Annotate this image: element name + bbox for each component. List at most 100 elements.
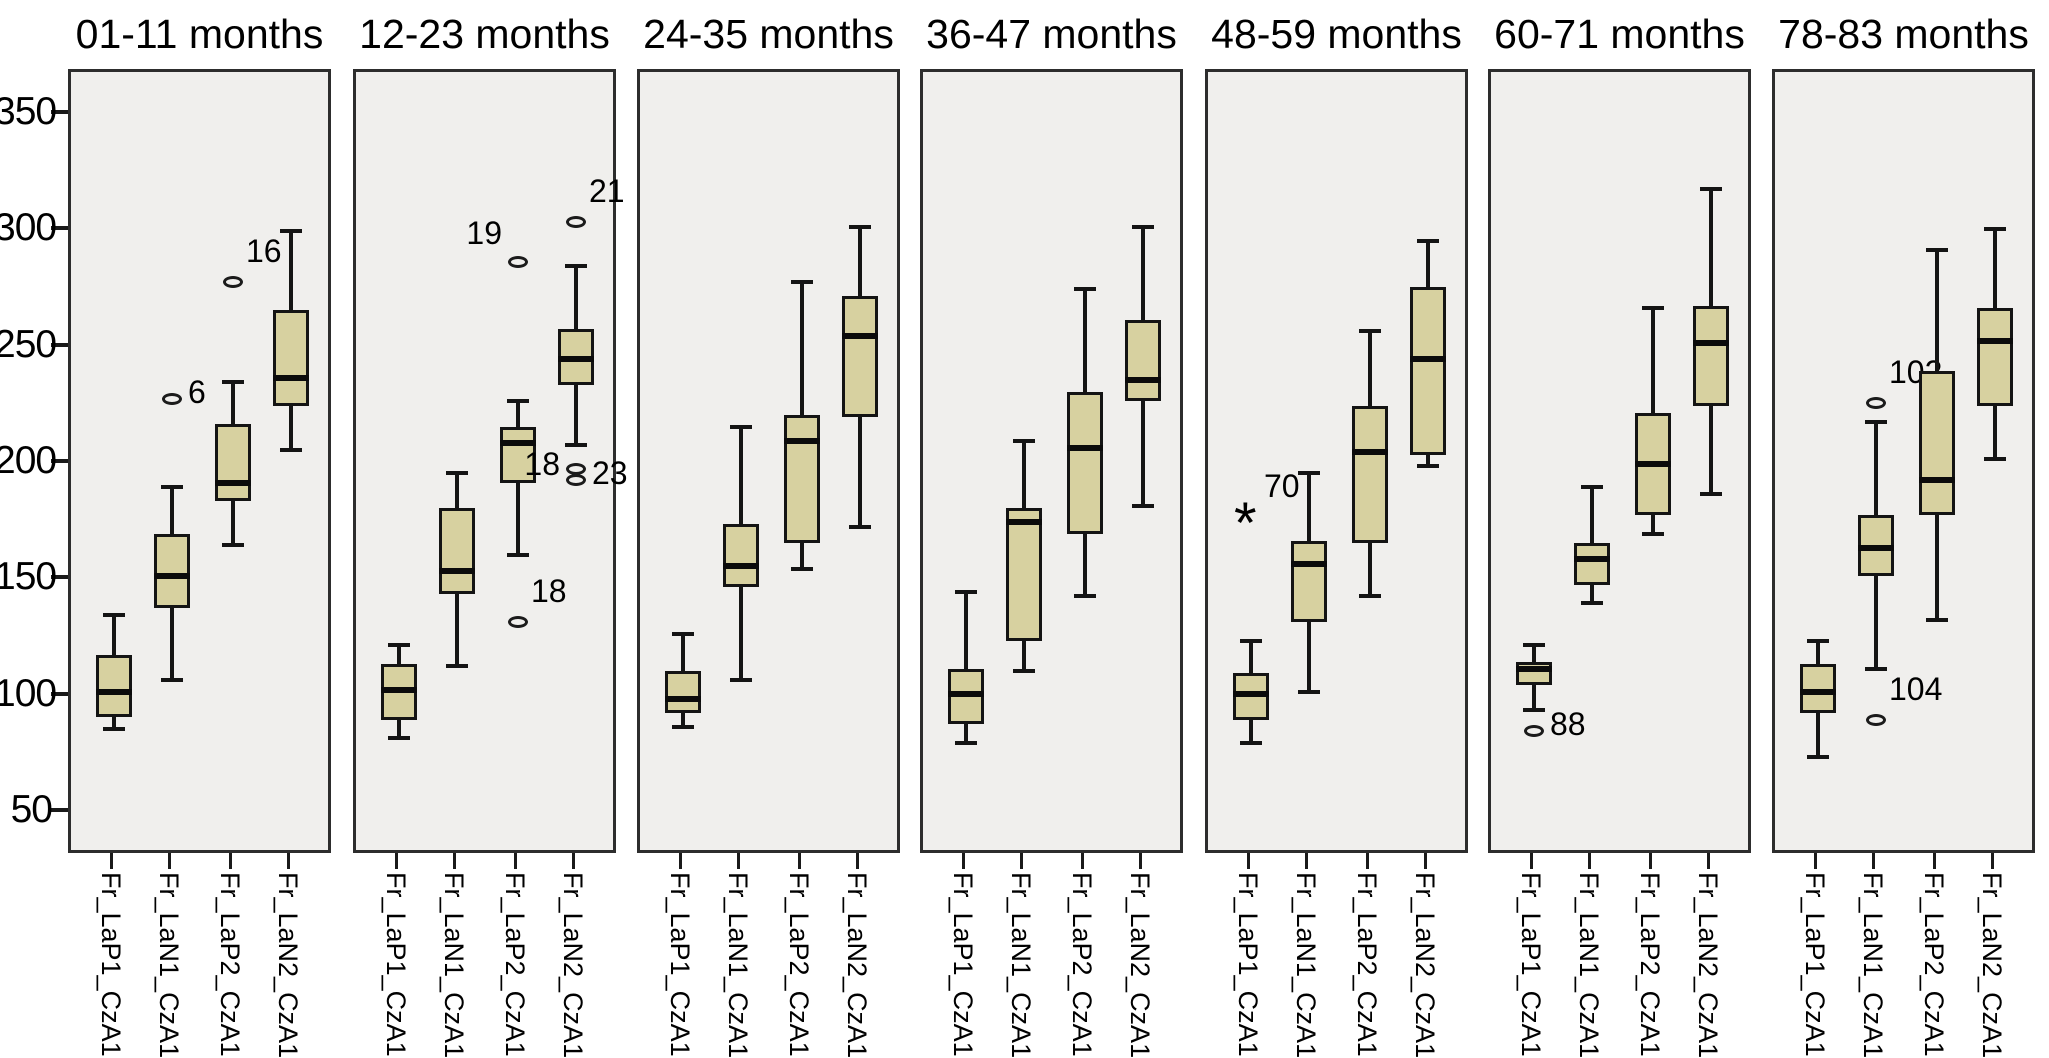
whisker-line — [964, 592, 968, 743]
x-category-label: Fr_LaP2_CzA1 — [1067, 872, 1097, 1057]
x-axis-tick — [962, 853, 965, 869]
whisker-cap-bottom — [1240, 741, 1262, 745]
outlier-label: 6 — [188, 374, 206, 410]
y-axis-tick-label: 50 — [10, 788, 53, 831]
box-body — [439, 508, 475, 594]
box-body — [96, 655, 132, 717]
median-line — [1006, 519, 1042, 525]
x-category-label: Fr_LaN2_CzA1 — [1125, 872, 1155, 1058]
whisker-cap-top — [1359, 329, 1381, 333]
outlier-circle — [1866, 397, 1886, 409]
whisker-cap-bottom — [791, 567, 813, 571]
panel-title: 24-35 months — [643, 11, 894, 57]
x-axis-tick — [1020, 853, 1023, 869]
whisker-cap-bottom — [1581, 601, 1603, 605]
x-axis-tick — [1707, 853, 1710, 869]
median-line — [500, 440, 536, 446]
whisker-cap-bottom — [1359, 594, 1381, 598]
outlier-label: 23 — [592, 455, 628, 491]
outlier-circle — [162, 393, 182, 405]
whisker-cap-top — [1984, 227, 2006, 231]
whisker-cap-top — [1523, 643, 1545, 647]
y-axis-tick-label: 350 — [0, 90, 57, 133]
y-axis-tick — [51, 692, 68, 696]
x-axis-tick — [168, 853, 171, 869]
box-body — [215, 424, 251, 501]
whisker-cap-bottom — [388, 736, 410, 740]
median-line — [1291, 561, 1327, 567]
box-body — [665, 671, 701, 713]
x-axis-tick — [1139, 853, 1142, 869]
panel-title: 60-71 months — [1494, 11, 1745, 57]
x-category-label: Fr_LaP1_CzA1 — [381, 872, 411, 1057]
x-category-label: Fr_LaP1_CzA1 — [96, 872, 126, 1057]
whisker-cap-top — [1700, 187, 1722, 191]
x-axis-tick — [1424, 853, 1427, 869]
x-axis-tick — [737, 853, 740, 869]
panel — [920, 69, 1183, 853]
x-category-label: Fr_LaN2_CzA1 — [1693, 872, 1723, 1058]
y-axis-tick-label: 300 — [0, 206, 57, 249]
whisker-cap-bottom — [955, 741, 977, 745]
box-body — [1693, 306, 1729, 406]
y-axis-tick — [51, 110, 68, 114]
outlier-label: 16 — [246, 233, 282, 269]
outlier-label: 19 — [466, 215, 502, 251]
x-category-label: Fr_LaN1_CzA1 — [439, 872, 469, 1058]
whisker-cap-top — [1581, 485, 1603, 489]
whisker-cap-bottom — [1642, 532, 1664, 536]
outlier-circle — [508, 256, 528, 268]
x-category-label: Fr_LaP1_CzA1 — [1516, 872, 1546, 1057]
outlier-circle — [566, 463, 586, 475]
outlier-label: 88 — [1550, 706, 1586, 742]
x-category-label: Fr_LaN1_CzA1 — [1574, 872, 1604, 1058]
median-line — [1800, 689, 1836, 695]
whisker-cap-top — [507, 399, 529, 403]
whisker-cap-bottom — [1417, 464, 1439, 468]
whisker-cap-bottom — [1523, 708, 1545, 712]
whisker-cap-bottom — [103, 727, 125, 731]
x-axis-tick — [1814, 853, 1817, 869]
x-axis-tick — [229, 853, 232, 869]
median-line — [439, 568, 475, 574]
median-line — [96, 689, 132, 695]
whisker-cap-bottom — [1132, 504, 1154, 508]
box-body — [1574, 543, 1610, 585]
median-line — [1516, 666, 1552, 672]
median-line — [1125, 377, 1161, 383]
whisker-cap-bottom — [1700, 492, 1722, 496]
outlier-circle — [566, 216, 586, 228]
median-line — [1410, 356, 1446, 362]
outlier-label: 18 — [524, 446, 560, 482]
x-axis-tick — [679, 853, 682, 869]
outlier-star: * — [1234, 491, 1257, 556]
whisker-cap-bottom — [161, 678, 183, 682]
median-line — [1693, 340, 1729, 346]
whisker-cap-bottom — [1926, 618, 1948, 622]
outlier-label: 104 — [1889, 671, 1943, 707]
whisker-cap-top — [1013, 439, 1035, 443]
outlier-circle — [508, 616, 528, 628]
x-axis-tick — [1247, 853, 1250, 869]
box-body — [784, 415, 820, 543]
x-axis-tick — [514, 853, 517, 869]
median-line — [558, 356, 594, 362]
y-axis-tick-label: 150 — [0, 555, 57, 598]
box-body — [1800, 664, 1836, 713]
median-line — [1352, 449, 1388, 455]
outlier-label: 18 — [531, 573, 567, 609]
x-axis-tick — [1933, 853, 1936, 869]
whisker-cap-bottom — [849, 525, 871, 529]
outlier-circle — [566, 474, 586, 486]
box-body — [273, 310, 309, 406]
x-category-label: Fr_LaP1_CzA1 — [1800, 872, 1830, 1057]
x-category-label: Fr_LaN1_CzA1 — [1006, 872, 1036, 1058]
x-category-label: Fr_LaN1_CzA1 — [1291, 872, 1321, 1058]
outlier-circle — [1866, 714, 1886, 726]
median-line — [1919, 477, 1955, 483]
x-axis-tick — [395, 853, 398, 869]
x-axis-tick — [453, 853, 456, 869]
panel: * 70 — [1205, 69, 1468, 853]
x-category-label: Fr_LaN2_CzA1 — [1410, 872, 1440, 1058]
